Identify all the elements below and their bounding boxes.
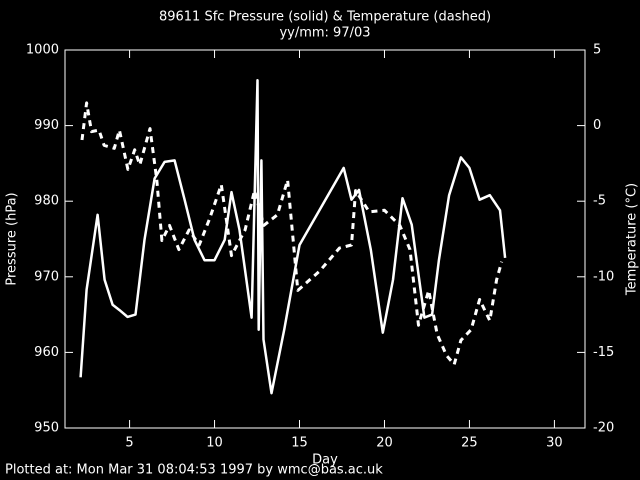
y2-tick-label: -20	[593, 421, 614, 436]
x-axis-label: Day	[312, 453, 338, 468]
y2-tick-label: -15	[593, 345, 614, 360]
y-tick-label: 960	[34, 345, 59, 360]
x-tick-label: 20	[376, 436, 393, 451]
line-dashed	[80, 101, 504, 366]
y2-tick-label: 0	[593, 118, 601, 133]
y-tick-label: 1000	[26, 43, 59, 58]
plot-frame	[64, 49, 586, 429]
footer: Plotted at: Mon Mar 31 08:04:53 1997 by …	[5, 463, 383, 478]
y-tick-label: 970	[34, 269, 59, 284]
y-axis-label: Pressure (hPa)	[5, 192, 20, 285]
chart-title: 89611 Sfc Pressure (solid) & Temperature…	[159, 10, 491, 25]
x-tick-label: 25	[461, 436, 478, 451]
chart-subtitle: yy/mm: 97/03	[279, 26, 370, 41]
y2-tick-label: 5	[593, 43, 601, 58]
y2-axis-label: Temperature (°C)	[625, 183, 640, 296]
y-tick-label: 950	[34, 421, 59, 436]
y2-tick-label: -10	[593, 269, 614, 284]
x-tick-label: 15	[291, 436, 308, 451]
x-tick-label: 10	[206, 436, 223, 451]
y2-tick-label: -5	[593, 194, 606, 209]
y-tick-label: 980	[34, 194, 59, 209]
y-tick-label: 990	[34, 118, 59, 133]
line-solid	[79, 78, 507, 395]
x-tick-label: 30	[546, 436, 563, 451]
x-tick-label: 5	[125, 436, 133, 451]
